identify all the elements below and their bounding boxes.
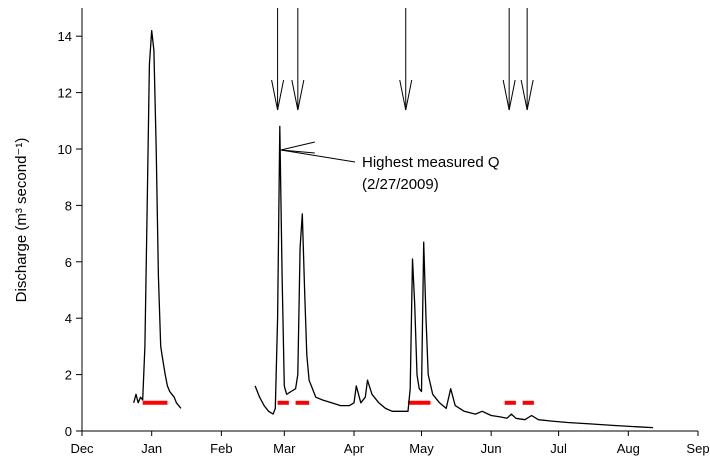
y-tick-label: 10	[58, 142, 72, 157]
y-axis-label: Discharge (m³ second⁻¹)	[13, 138, 30, 303]
annotation: Highest measured Q (2/27/2009)	[280, 141, 500, 193]
x-tick-label: Jul	[550, 441, 567, 456]
y-tick-label: 6	[65, 255, 72, 270]
series	[133, 29, 654, 429]
top-arrows	[271, 8, 534, 111]
x-tick-label: Feb	[210, 441, 232, 456]
annotation-arrow-head	[280, 141, 315, 154]
x-tick-label: Jan	[141, 441, 162, 456]
x-tick-label: Aug	[617, 441, 640, 456]
x-tick-label: Sep	[686, 441, 709, 456]
x-tick-label: Dec	[70, 441, 94, 456]
y-tick-label: 4	[65, 311, 72, 326]
x-tick-label: Apr	[344, 441, 365, 456]
y-tick-label: 14	[58, 29, 72, 44]
x-tick-label: Mar	[273, 441, 296, 456]
y-tick-label: 2	[65, 368, 72, 383]
y-tick-label: 0	[65, 424, 72, 439]
discharge-line	[133, 29, 182, 409]
event-arrow	[271, 8, 285, 111]
y-tick-label: 12	[58, 86, 72, 101]
y-ticks: 0 2 4 6 8 10 12 14	[58, 29, 82, 439]
event-arrow	[291, 8, 305, 111]
annotation-text-line2: (2/27/2009)	[362, 176, 439, 193]
event-arrow	[520, 8, 534, 111]
annotation-text-line1: Highest measured Q	[362, 154, 500, 171]
event-arrow	[399, 8, 413, 111]
discharge-line	[254, 125, 654, 429]
annotation-pointer-line	[280, 149, 356, 163]
x-tick-label: Jun	[481, 441, 502, 456]
event-arrow	[502, 8, 516, 111]
x-tick-label: May	[409, 441, 434, 456]
y-tick-label: 8	[65, 198, 72, 213]
x-ticks: Dec Jan Feb Mar Apr May Jun Jul Aug Sep	[70, 431, 710, 456]
